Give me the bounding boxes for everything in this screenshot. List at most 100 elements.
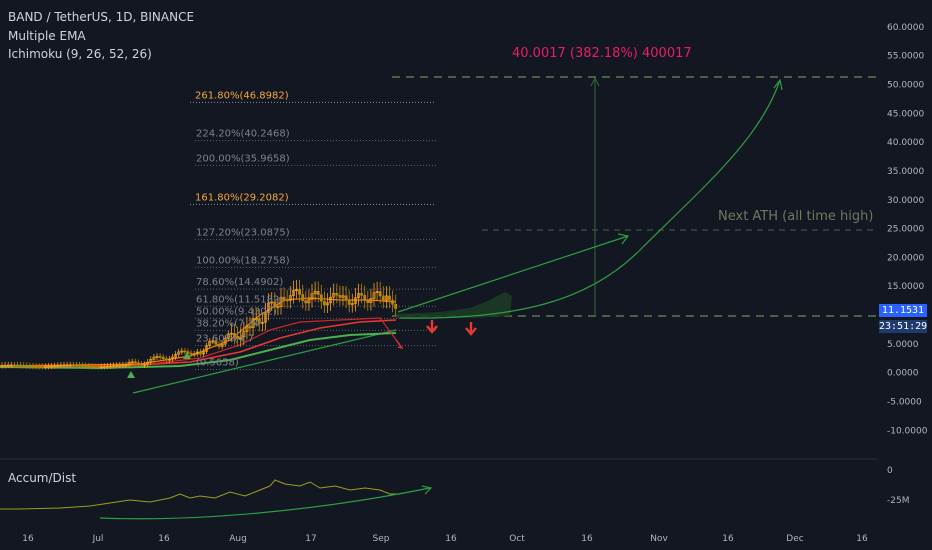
time-axis-label: Sep bbox=[373, 534, 390, 544]
candle-body bbox=[375, 291, 379, 294]
fib-level-label: 127.20%(23.0875) bbox=[196, 228, 290, 239]
candle-body bbox=[391, 299, 395, 305]
candle-body bbox=[177, 351, 181, 355]
candle-body bbox=[118, 364, 122, 367]
candle-body bbox=[313, 290, 317, 294]
fib-level-label: 261.80%(46.8982) bbox=[195, 90, 289, 101]
candle-body bbox=[298, 289, 302, 295]
accum-axis-tick: 0 bbox=[887, 466, 893, 476]
candle-body bbox=[180, 350, 184, 353]
candle-body bbox=[319, 294, 323, 302]
sell-arrow-1 bbox=[426, 320, 438, 334]
buy-signal-marker bbox=[183, 352, 191, 359]
candle-body bbox=[353, 297, 357, 304]
accum-dist-line bbox=[0, 479, 400, 510]
candle-body bbox=[25, 365, 29, 367]
candle-body bbox=[233, 333, 236, 337]
fib-level-label: 224.20%(40.2468) bbox=[196, 129, 290, 140]
candle-body bbox=[208, 340, 212, 346]
candle-body bbox=[304, 300, 308, 304]
candle-body bbox=[236, 336, 240, 340]
candle-body bbox=[214, 340, 218, 345]
candle-body bbox=[192, 353, 196, 356]
candle-body bbox=[109, 365, 112, 368]
projection-arrow-2-head bbox=[773, 78, 783, 91]
candle-body bbox=[248, 326, 252, 329]
price-axis[interactable]: 60.0000 55.0000 50.0000 45.0000 40.0000 35.00… bbox=[887, 23, 928, 437]
price-axis-tick: 30.0000 bbox=[887, 196, 924, 206]
candle-body bbox=[288, 295, 292, 301]
ath-label: Next ATH (all time high) bbox=[718, 209, 873, 224]
candle-body bbox=[350, 303, 354, 305]
price-axis-tick: 60.0000 bbox=[887, 23, 924, 33]
indicator-label-ema[interactable]: Multiple EMA bbox=[8, 29, 86, 43]
candle-body bbox=[112, 365, 116, 367]
candle-body bbox=[360, 293, 364, 296]
candle-body bbox=[127, 362, 131, 366]
time-axis[interactable]: 16 Jul 16 Aug 17 Sep 16 Oct 16 Nov 16 Dec 16 bbox=[22, 534, 868, 544]
accum-trend-arrow bbox=[99, 487, 431, 520]
candle-body bbox=[6, 364, 10, 367]
candle-body bbox=[357, 293, 360, 298]
candle-body bbox=[220, 343, 224, 347]
candle-body bbox=[9, 364, 13, 367]
price-axis-tick: 25.0000 bbox=[887, 225, 924, 235]
candle-body bbox=[276, 306, 280, 309]
candle-body bbox=[264, 312, 267, 323]
candle-body bbox=[99, 366, 103, 368]
measure-arrow bbox=[590, 76, 600, 87]
measure-label: 40.0017 (382.18%) 400017 bbox=[512, 46, 692, 61]
time-axis-label: 16 bbox=[158, 534, 170, 544]
candle-body bbox=[279, 297, 283, 307]
candle-body bbox=[388, 295, 391, 301]
candle-body bbox=[254, 317, 258, 320]
ichimoku-cloud bbox=[395, 292, 512, 318]
fib-level-label: 38.20%(7.34 bbox=[196, 318, 260, 329]
time-axis-label: Dec bbox=[786, 534, 803, 544]
candle-body bbox=[96, 366, 100, 368]
accum-trend-arrow-head bbox=[421, 485, 433, 495]
candle-body bbox=[81, 365, 85, 367]
candlestick-series bbox=[0, 279, 398, 370]
candle-body bbox=[329, 296, 333, 304]
candle-body bbox=[62, 364, 66, 367]
price-axis-tick: 35.0000 bbox=[887, 167, 924, 177]
accum-dist-label[interactable]: Accum/Dist bbox=[8, 471, 77, 485]
candle-body bbox=[372, 292, 376, 299]
candle-body bbox=[285, 299, 289, 302]
candle-body bbox=[211, 340, 215, 343]
candle-body bbox=[121, 364, 125, 367]
indicator-label-ichimoku[interactable]: Ichimoku (9, 26, 52, 26) bbox=[8, 47, 152, 61]
candle-body bbox=[155, 356, 159, 358]
candle-body bbox=[68, 364, 72, 367]
fibonacci-labels: 261.80%(46.8982) 224.20%(40.2468) 200.00%(… bbox=[195, 90, 290, 368]
candle-body bbox=[37, 366, 41, 368]
candle-body bbox=[146, 361, 150, 365]
candle-body bbox=[195, 351, 199, 355]
price-axis-tick: 15.0000 bbox=[887, 282, 924, 292]
fib-level-label: 100.00%(18.2758) bbox=[196, 255, 290, 266]
candle-body bbox=[28, 365, 32, 368]
time-axis-label: Oct bbox=[509, 534, 525, 544]
price-axis-tick: 55.0000 bbox=[887, 52, 924, 62]
candle-body bbox=[322, 300, 326, 306]
price-axis-tick: -10.0000 bbox=[887, 426, 928, 436]
candle-body bbox=[369, 298, 373, 303]
time-axis-label: Jul bbox=[92, 534, 104, 544]
current-price-tag: 11.1531 bbox=[879, 304, 927, 317]
candle-body bbox=[149, 359, 153, 363]
candle-body bbox=[84, 365, 88, 368]
price-axis-tick: -5.0000 bbox=[887, 398, 922, 408]
candle-body bbox=[19, 364, 23, 367]
candle-body bbox=[59, 364, 63, 367]
chart-title: BAND / TetherUS, 1D, BINANCE bbox=[8, 10, 195, 24]
candle-body bbox=[378, 291, 382, 297]
candle-body bbox=[223, 338, 227, 345]
candle-body bbox=[394, 304, 398, 309]
fib-level-label: 161.80%(29.2082) bbox=[195, 192, 289, 203]
trendline-bottom bbox=[132, 329, 397, 394]
candle-body bbox=[171, 356, 174, 360]
candle-body bbox=[205, 345, 209, 352]
